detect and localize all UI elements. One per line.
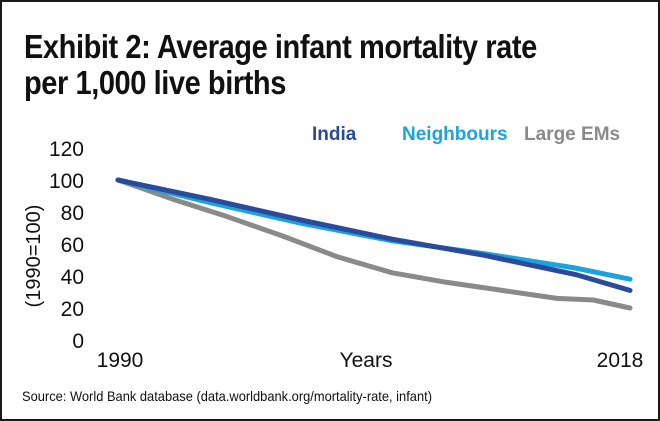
y-axis-label: (1990=100): [23, 205, 45, 308]
y-tick-label: 60: [61, 234, 84, 257]
y-tick-label: 120: [49, 138, 84, 161]
legend-entry-india: India: [312, 124, 357, 145]
source-note: Source: World Bank database (data.worldb…: [22, 388, 432, 404]
legend-entry-neighbours: Neighbours: [402, 124, 508, 145]
chart-title-line-2: per 1,000 live births: [24, 64, 286, 101]
y-tick-label: 0: [72, 330, 84, 353]
y-tick-label: 20: [61, 298, 84, 321]
x-axis-label: Years: [340, 349, 393, 372]
series-line-large-ems: [115, 177, 633, 311]
x-tick-label: 1990: [97, 349, 144, 372]
x-tick-label: 2018: [597, 349, 644, 372]
y-tick-label: 100: [49, 170, 84, 193]
chart-title-line-1: Exhibit 2: Average infant mortality rate: [24, 28, 537, 65]
legend-entry-large-ems: Large EMs: [524, 124, 620, 145]
y-tick-label: 40: [61, 266, 84, 289]
series-line-india: [115, 177, 633, 293]
y-tick-label: 80: [61, 202, 84, 225]
